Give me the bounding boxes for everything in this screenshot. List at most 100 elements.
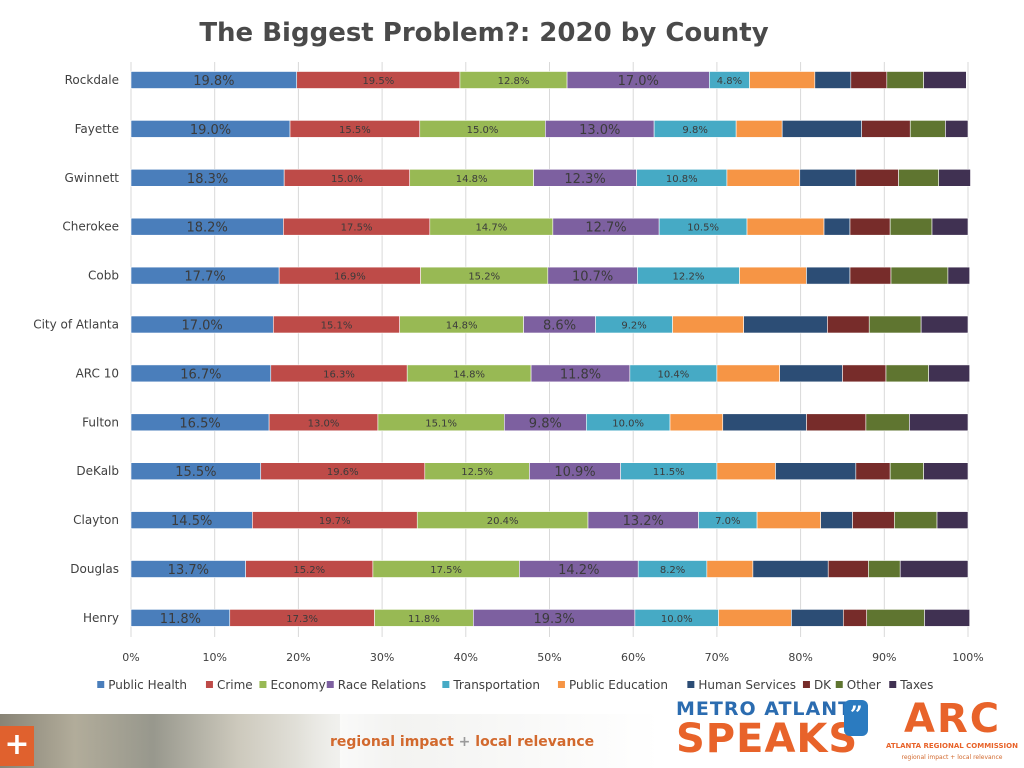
bar-segment	[752, 560, 829, 578]
speech-bubble-icon	[844, 700, 868, 736]
footer-banner: + regional impact + local relevance METR…	[0, 696, 1024, 768]
legend-swatch	[442, 681, 450, 688]
bar-segment	[923, 462, 969, 481]
bar-segment	[672, 315, 744, 334]
data-label: 10.9%	[554, 465, 595, 480]
tagline-right: local relevance	[475, 734, 595, 750]
data-label: 17.0%	[618, 74, 659, 89]
data-label: 10.4%	[657, 369, 689, 380]
tagline-left: regional impact	[330, 734, 454, 750]
bar-segment	[938, 169, 971, 187]
data-labels: 19.8% 19.5% 12.8% 17.0% 4.8% 19.0% 15.5% 15.0% 1…	[160, 74, 742, 627]
bar-segment	[885, 364, 929, 383]
data-label: 10.7%	[572, 270, 613, 285]
bar-segment	[894, 511, 938, 529]
x-tick-label: 70%	[705, 651, 729, 664]
data-label: 11.8%	[160, 612, 201, 627]
legend-swatch	[205, 681, 213, 688]
legend-label: Public Health	[108, 678, 187, 692]
data-label: 8.6%	[543, 319, 576, 334]
data-label: 19.6%	[327, 467, 359, 478]
bar-segment	[945, 120, 969, 138]
data-label: 14.2%	[558, 563, 599, 578]
category-label: Cobb	[88, 269, 119, 283]
tagline-plus: +	[458, 734, 471, 750]
data-label: 19.7%	[319, 516, 351, 527]
logo-mas-bottom: SPEAKS	[676, 716, 859, 762]
bar-segment	[928, 364, 970, 383]
legend-label: Public Education	[569, 678, 668, 692]
bar-segment	[791, 609, 844, 627]
legend-label: Crime	[217, 678, 253, 692]
x-tick-label: 90%	[872, 651, 896, 664]
bar-segment	[806, 266, 851, 285]
x-tick-label: 40%	[454, 651, 478, 664]
logo-arc-big: ARC	[904, 696, 1002, 742]
category-label: Douglas	[70, 562, 119, 576]
footer-tagline: regional impact + local relevance	[330, 734, 594, 750]
data-label: 7.0%	[715, 516, 740, 527]
data-label: 14.7%	[475, 223, 507, 234]
legend-swatch	[259, 681, 267, 688]
data-label: 11.8%	[560, 367, 601, 382]
legend-swatch	[889, 681, 897, 688]
bar-segment	[868, 315, 922, 334]
data-label: 9.2%	[621, 321, 646, 332]
data-label: 19.3%	[533, 612, 574, 627]
data-label: 13.0%	[579, 123, 620, 138]
bar-segment	[861, 120, 911, 138]
bar-segment	[722, 413, 807, 432]
bar-segment	[890, 266, 949, 285]
bars	[130, 71, 971, 627]
data-label: 13.0%	[308, 418, 340, 429]
bar-segment	[842, 609, 868, 627]
bar-segment	[716, 364, 780, 383]
data-label: 17.0%	[181, 319, 222, 334]
x-tick-label: 100%	[952, 651, 983, 664]
bar-segment	[806, 413, 867, 432]
bar-segment	[868, 560, 901, 578]
data-label: 9.8%	[529, 416, 562, 431]
bar-segment	[889, 462, 924, 481]
bar-segment	[842, 364, 887, 383]
bar-segment	[865, 413, 910, 432]
data-label: 17.7%	[184, 270, 225, 285]
data-label: 14.8%	[453, 369, 485, 380]
data-label: 15.2%	[293, 565, 325, 576]
bar-segment	[923, 71, 967, 89]
bar-segment	[781, 120, 863, 138]
category-label: Rockdale	[65, 73, 119, 87]
bar-segment	[823, 217, 851, 236]
legend-label: DK	[814, 678, 832, 692]
legend-swatch	[326, 681, 334, 688]
data-label: 11.5%	[653, 467, 685, 478]
bar-segment	[739, 266, 807, 285]
data-label: 14.8%	[446, 321, 478, 332]
bar-segment	[855, 169, 899, 187]
bar-segment	[775, 462, 857, 481]
data-label: 13.7%	[168, 563, 209, 578]
category-label: Henry	[83, 611, 119, 625]
logo-arc-name: ATLANTA REGIONAL COMMISSION	[886, 742, 1018, 750]
data-label: 15.0%	[467, 125, 499, 136]
bar-segment	[718, 609, 792, 627]
legend-swatch	[802, 681, 810, 688]
data-label: 16.5%	[179, 416, 220, 431]
data-label: 12.5%	[461, 467, 493, 478]
data-label: 10.5%	[687, 223, 719, 234]
data-label: 15.5%	[339, 125, 371, 136]
data-label: 15.0%	[331, 174, 363, 185]
legend-label: Taxes	[899, 678, 933, 692]
plus-icon: +	[0, 726, 34, 766]
bar-segment	[909, 413, 969, 432]
logo-mas-top: METRO ATLANTA	[676, 698, 867, 720]
stacked-bar-chart: 19.8% 19.5% 12.8% 17.0% 4.8% 19.0% 15.5% 15.0% 1…	[33, 62, 984, 692]
data-label: 15.5%	[175, 465, 216, 480]
data-label: 12.8%	[498, 76, 530, 87]
data-label: 17.3%	[286, 614, 318, 625]
data-label: 10.0%	[612, 418, 644, 429]
category-label: Clayton	[73, 513, 119, 527]
legend-label: Transportation	[452, 678, 540, 692]
category-label: Gwinnett	[65, 171, 120, 185]
category-axis: Rockdale Fayette Gwinnett Cherokee Cobb City …	[33, 73, 119, 625]
